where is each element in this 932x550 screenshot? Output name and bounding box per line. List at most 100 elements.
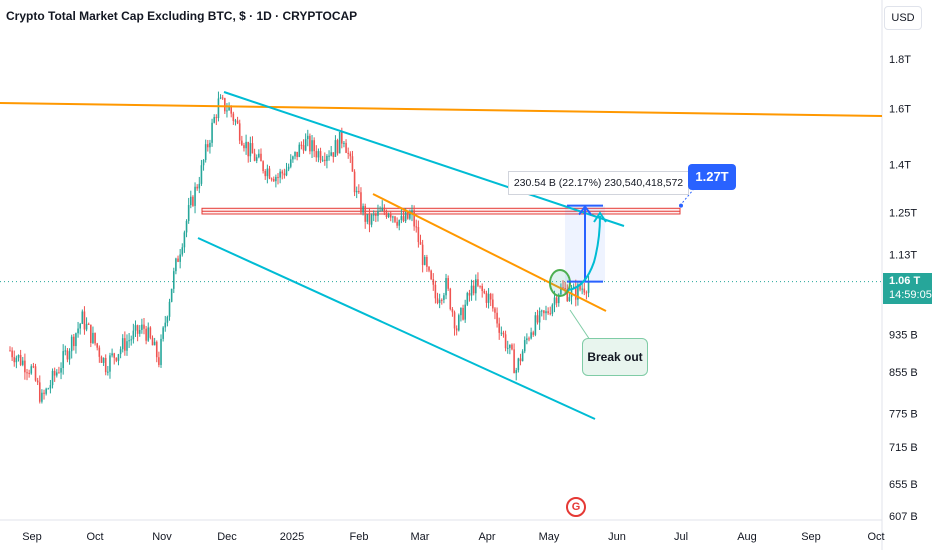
candle-body [472,285,475,294]
candle-body [392,216,394,218]
candle-body [30,366,33,374]
currency-button[interactable]: USD [884,6,922,30]
candle-body [15,357,18,363]
candle-body [113,353,116,358]
candle-body [58,372,60,374]
candle-body [147,327,150,341]
candle-body [155,341,158,358]
candle-body [94,332,96,344]
candle-body [453,312,456,329]
candle-body [585,292,588,294]
candle-body [370,214,373,225]
candle-body [243,145,245,149]
candle-body [241,140,243,146]
candle-body [436,298,439,304]
candle-body [417,227,420,243]
candle-body [90,324,92,343]
candle-body [353,171,356,193]
candle-body [428,266,430,271]
candle-body [136,325,139,334]
candle-body [13,357,16,363]
candle-body [555,297,558,304]
candle-body [457,315,460,331]
candle-body [185,220,188,233]
candle-body [543,310,545,314]
candle-body [449,288,452,310]
candle-body [215,117,218,119]
candle-body [47,388,50,390]
candle-body [483,291,486,293]
candle-body [177,258,179,262]
candle-body [9,350,11,352]
candle-body [162,327,164,339]
candle-body [426,256,428,267]
candle-body [279,171,281,178]
candle-body [81,311,84,324]
candle-body [438,299,441,304]
candle-body [349,153,352,157]
candle-body [102,357,105,363]
candle-body [583,288,586,293]
candle-body [462,307,464,320]
candle-countdown: 14:59:05 [889,289,932,301]
target-anchor [679,203,683,208]
projection-curve [567,215,601,291]
candle-body [234,120,237,122]
candle-body [377,210,379,216]
y-tick-label: 1.6T [889,104,911,116]
candle-body [553,297,556,305]
candle-body [124,338,126,351]
candle-body [534,315,537,335]
candle-body [330,152,332,156]
candle-body [294,151,296,157]
candle-body [530,332,532,339]
candle-body [53,370,56,376]
candle-body [519,358,522,362]
candle-body [238,123,241,141]
candle-body [224,98,226,112]
channel-lower-line [197,237,596,420]
candle-body [466,293,469,305]
candle-body [175,258,177,272]
candle-body [502,332,505,335]
candle-body [149,327,152,338]
candle-body [549,313,552,315]
candle-body [577,284,579,300]
candle-body [217,98,220,118]
candle-body [302,145,305,151]
candle-body [506,347,509,349]
candle-body [228,106,230,111]
breakout-callout[interactable]: Break out [582,338,648,376]
candle-body [45,388,47,394]
candle-body [398,220,401,226]
candle-body [489,293,492,300]
candle-body [64,350,67,352]
candle-body [98,347,101,357]
candle-body [304,139,307,151]
y-tick-label: 855 B [889,367,918,379]
measure-arrowhead [578,204,592,216]
candle-body [55,372,58,376]
x-tick-label: Mar [411,531,430,543]
candle-body [209,142,211,148]
candle-body [60,368,62,373]
candle-body [411,210,413,215]
x-tick-label: Apr [478,531,495,543]
candle-body [262,161,264,172]
candle-body [447,278,449,289]
candle-body [160,338,162,365]
candle-body [402,216,405,222]
tradingview-logo-icon[interactable]: G [566,497,586,517]
candle-body [277,176,279,178]
measure-label: 230.54 B (22.17%) 230,540,418,572 [508,171,689,195]
candle-body [419,242,422,245]
candle-body [389,213,392,218]
candle-body [17,354,20,358]
candle-body [41,392,43,402]
y-tick-label: 655 B [889,479,918,491]
candle-body [121,338,124,350]
candle-body [170,288,173,302]
candle-body [360,192,362,213]
candle-body [413,210,415,227]
